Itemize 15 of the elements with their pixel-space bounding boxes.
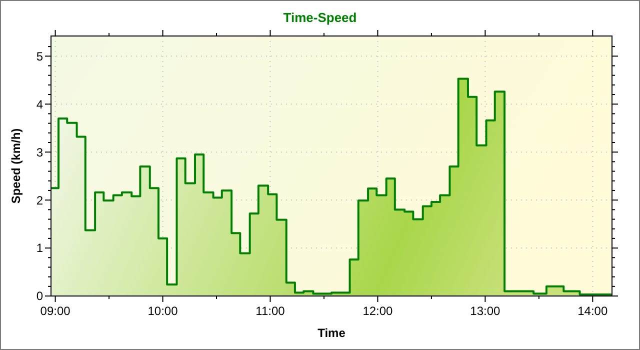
y-tick-label: 4 — [36, 97, 44, 112]
y-tick-label: 0 — [36, 289, 44, 304]
x-tick-label: 13:00 — [470, 304, 501, 318]
x-axis-title: Time — [318, 326, 346, 340]
y-axis-title: Speed (km/h) — [9, 128, 23, 204]
y-tick-label: 5 — [36, 49, 44, 64]
y-tick-label: 1 — [36, 241, 44, 256]
y-tick-label: 3 — [36, 145, 44, 160]
chart-title: Time-Speed — [283, 10, 357, 25]
y-tick-label: 2 — [36, 193, 44, 208]
x-tick-label: 14:00 — [578, 304, 608, 318]
x-tick-label: 10:00 — [148, 304, 178, 318]
x-tick-label: 11:00 — [256, 304, 286, 318]
x-tick-label: 12:00 — [362, 304, 394, 318]
x-tick-label: 09:00 — [40, 304, 71, 318]
